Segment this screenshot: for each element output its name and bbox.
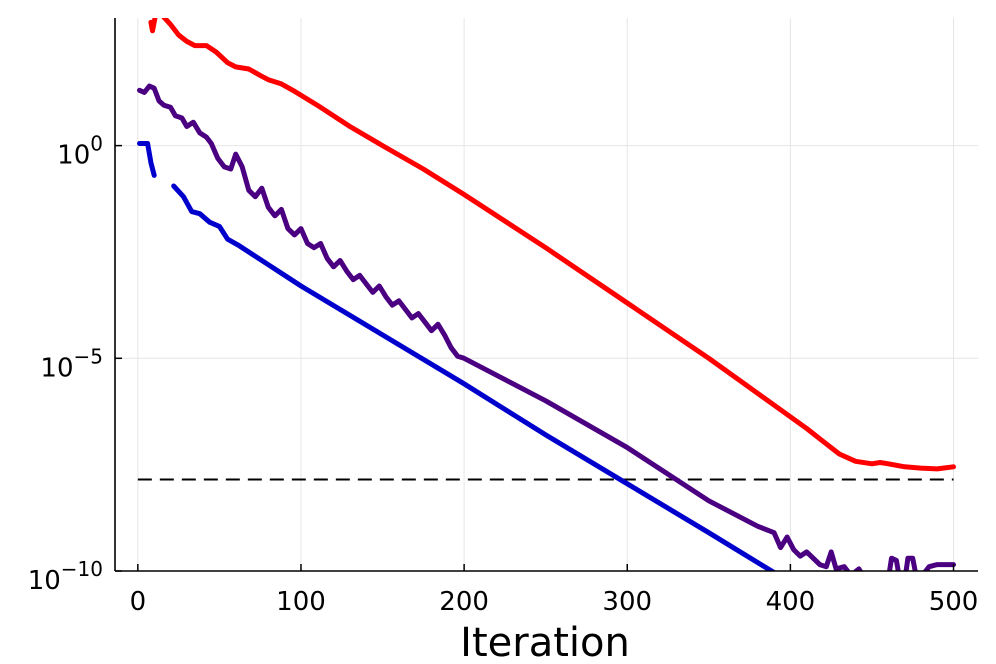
y-tick-label-1: 10−5 — [40, 344, 103, 383]
tick-marks — [115, 144, 955, 572]
series-line-blue-segment-1 — [171, 183, 777, 571]
x-tick-labels: 0 100 200 300 400 500 — [130, 587, 979, 617]
series-line-red — [148, 18, 956, 472]
series-layer — [137, 18, 956, 571]
x-tick-label-2: 200 — [439, 587, 489, 617]
x-tick-label-5: 500 — [929, 587, 979, 617]
series-line-blue-segment-0 — [137, 141, 157, 178]
x-tick-label-3: 300 — [602, 587, 652, 617]
y-tick-label-0: 100 — [57, 132, 103, 171]
x-tick-label-0: 0 — [130, 587, 147, 617]
x-tick-label-4: 400 — [766, 587, 816, 617]
x-axis-title: Iteration — [460, 620, 630, 664]
axes — [114, 18, 978, 572]
series-line-purple — [137, 83, 956, 571]
x-tick-label-1: 100 — [276, 587, 326, 617]
y-tick-labels: 100 10−5 10−10 — [28, 132, 103, 596]
y-tick-label-2: 10−10 — [28, 557, 103, 596]
